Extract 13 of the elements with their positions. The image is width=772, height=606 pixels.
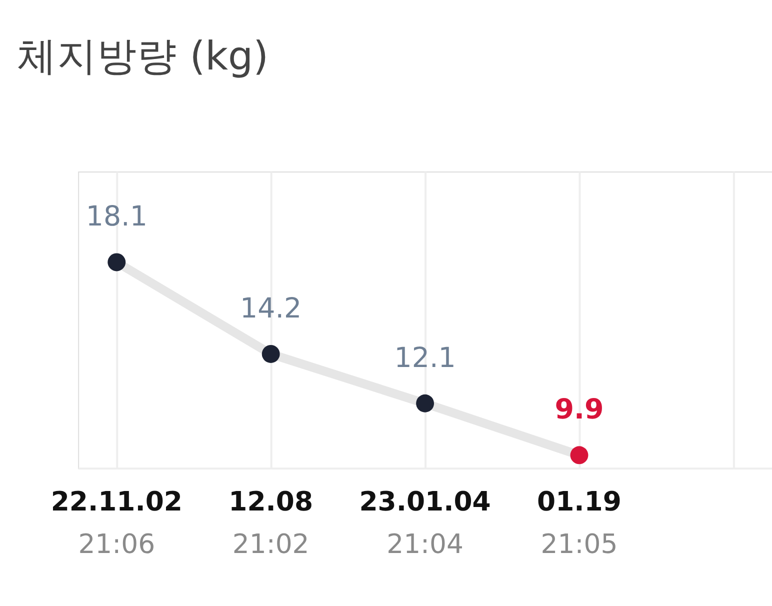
point — [570, 446, 588, 464]
data-label: 18.1 — [86, 200, 148, 233]
category-label: 22.11.02 21:06 — [50, 486, 182, 560]
point — [416, 394, 434, 412]
point — [108, 253, 126, 272]
point — [262, 345, 280, 363]
category-label: 23.01.04 21:04 — [359, 486, 491, 560]
category-label: 01.19 21:05 — [537, 486, 622, 560]
chart-title: 체지방량 (kg) — [17, 34, 269, 80]
data-label: 9.9 — [554, 392, 604, 426]
category-label: 12.08 21:02 — [228, 486, 314, 560]
data-label: 14.2 — [240, 291, 302, 324]
data-label: 12.1 — [394, 340, 456, 374]
